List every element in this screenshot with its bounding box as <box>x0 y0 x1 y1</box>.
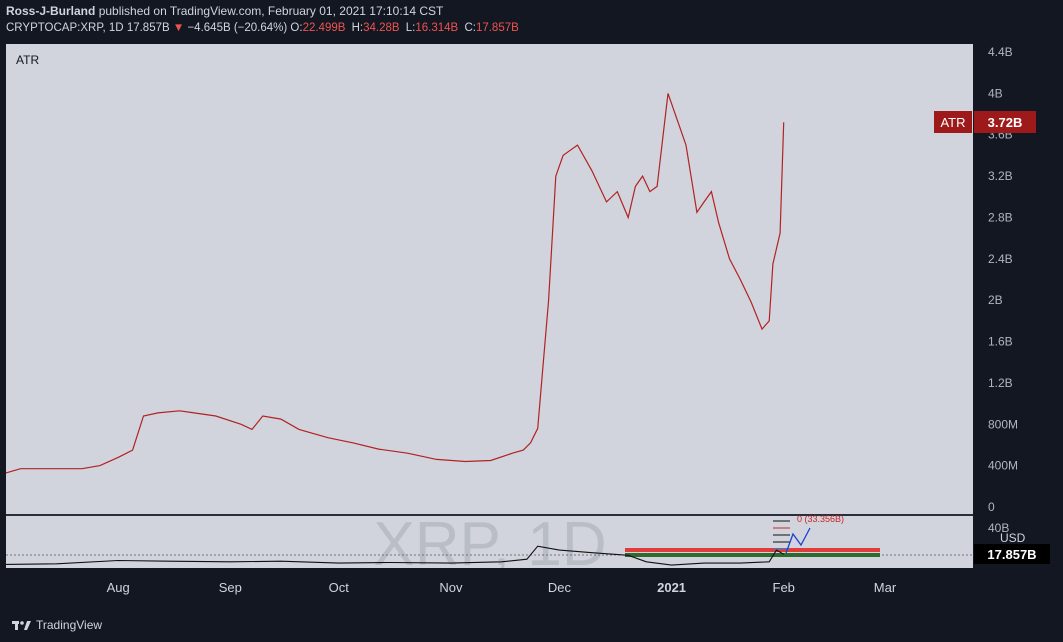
brand-name: TradingView <box>36 618 103 632</box>
open-label: O: <box>290 22 303 34</box>
atr-y-tick: 2.4B <box>988 252 1013 266</box>
resistance-zone <box>625 548 880 552</box>
time-axis[interactable]: Aug Sep Oct Nov Dec 2021 Feb Mar <box>107 580 897 595</box>
atr-y-axis[interactable]: 4.4B4B3.6B3.2B2.8B2.4B2B1.6B1.2B800M400M… <box>988 45 1018 514</box>
x-tick-2021: 2021 <box>657 580 686 595</box>
price-last-value: 17.857B <box>987 547 1036 562</box>
symbol-label: CRYPTOCAP:XRP, 1D <box>6 22 124 34</box>
price-y-tick: 40B <box>988 521 1009 535</box>
atr-badge-name-box <box>934 111 972 133</box>
pane-divider[interactable] <box>6 514 973 516</box>
atr-y-tick: 1.2B <box>988 376 1013 390</box>
atr-badge-name: ATR <box>940 115 965 130</box>
author-name[interactable]: Ross-J-Burland <box>6 4 96 18</box>
fib-annotation: 0 (33.356B) <box>797 514 844 524</box>
atr-line <box>5 93 785 474</box>
low-label: L: <box>405 22 416 34</box>
atr-y-tick: 2B <box>988 293 1003 307</box>
atr-y-tick: 3.2B <box>988 169 1013 183</box>
open-value: 22.499B <box>302 22 346 34</box>
x-tick-nov: Nov <box>439 580 463 595</box>
atr-y-tick: 4B <box>988 86 1003 100</box>
x-tick-feb: Feb <box>773 580 795 595</box>
x-tick-mar: Mar <box>874 580 897 595</box>
atr-y-tick: 0 <box>988 500 995 514</box>
atr-y-tick: 1.6B <box>988 335 1013 349</box>
atr-badge-value-box <box>974 111 1036 133</box>
high-label: H: <box>351 22 364 34</box>
close-value: 17.857B <box>475 22 519 34</box>
last-price: 17.857B <box>126 22 170 34</box>
atr-pane-label: ATR <box>16 53 39 67</box>
down-arrow-icon: ▼ <box>172 22 185 34</box>
atr-y-tick: 800M <box>988 417 1018 431</box>
fib-wave <box>785 527 811 554</box>
publish-text: published on TradingView.com, February 0… <box>98 4 444 18</box>
chart-area[interactable]: ATR 4.4B4B3.6B3.2B2.8B2.4B2B1.6B1.2B800M… <box>0 40 1063 605</box>
atr-pane[interactable] <box>6 44 973 514</box>
footer-brand[interactable]: TradingView <box>12 618 102 632</box>
close-label: C: <box>464 22 476 34</box>
price-change: −4.645B (−20.64%) <box>187 22 288 34</box>
support-zone <box>625 553 880 557</box>
atr-badge: ATR 3.72B <box>934 111 1036 133</box>
x-tick-sep: Sep <box>219 580 242 595</box>
atr-y-tick: 400M <box>988 459 1018 473</box>
price-badge-box <box>974 544 1050 564</box>
price-pane[interactable] <box>6 516 973 568</box>
fib-levels <box>773 520 811 554</box>
tradingview-logo-icon <box>12 621 31 630</box>
x-tick-oct: Oct <box>329 580 350 595</box>
publish-info: Ross-J-Burland published on TradingView.… <box>6 4 443 18</box>
watermark: XRP, 1D <box>373 510 606 579</box>
x-tick-dec: Dec <box>548 580 572 595</box>
high-value: 34.28B <box>363 22 400 34</box>
currency-label: USD <box>1000 531 1026 545</box>
atr-last-value: 3.72B <box>988 115 1023 130</box>
symbol-info: CRYPTOCAP:XRP, 1D 17.857B ▼ −4.645B (−20… <box>6 22 522 34</box>
atr-y-tick: 2.8B <box>988 210 1013 224</box>
price-line <box>5 545 784 566</box>
x-tick-aug: Aug <box>107 580 130 595</box>
atr-y-tick: 4.4B <box>988 45 1013 59</box>
low-value: 16.314B <box>415 22 459 34</box>
